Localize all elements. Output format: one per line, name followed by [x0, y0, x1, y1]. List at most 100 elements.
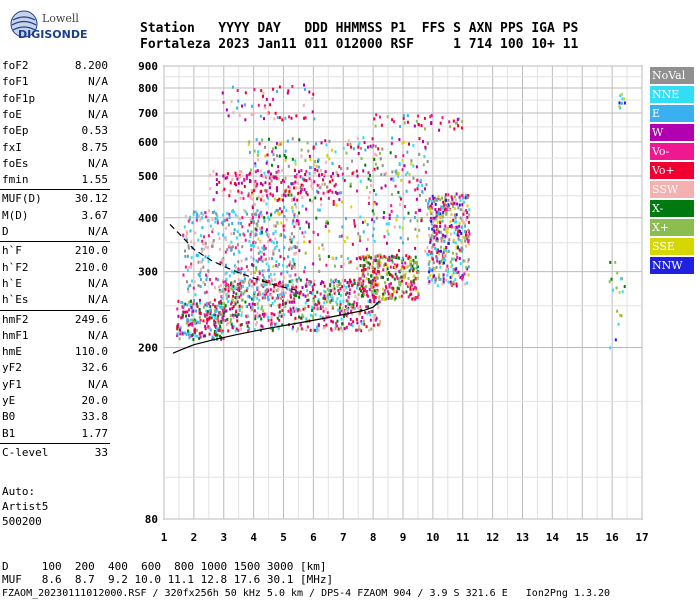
echo-point	[227, 223, 230, 227]
echo-point	[318, 246, 321, 250]
echo-point	[379, 261, 382, 265]
echo-point	[426, 252, 429, 256]
echo-point	[297, 219, 300, 223]
echo-point	[334, 190, 337, 194]
echo-point	[460, 126, 463, 130]
echo-point	[381, 164, 384, 168]
echo-point	[381, 147, 384, 151]
echo-point	[205, 321, 208, 325]
echo-point	[259, 239, 262, 243]
echo-point	[271, 327, 274, 331]
echo-point	[373, 276, 376, 280]
echo-point	[282, 205, 285, 209]
echo-point	[398, 280, 401, 284]
echo-point	[317, 323, 320, 327]
echo-point	[335, 321, 338, 325]
echo-point	[310, 184, 313, 188]
echo-point	[615, 286, 618, 290]
echo-point	[356, 136, 359, 140]
legend-item: Vo+	[650, 162, 694, 179]
echo-point	[339, 300, 342, 304]
echo-point	[191, 333, 194, 337]
echo-point	[289, 240, 292, 244]
echo-point	[419, 178, 422, 182]
echo-point	[266, 289, 269, 293]
echo-point	[413, 275, 416, 279]
echo-point	[231, 222, 234, 226]
echo-point	[451, 197, 454, 201]
echo-point	[242, 292, 245, 296]
echo-point	[282, 198, 285, 202]
echo-point	[466, 204, 469, 208]
echo-point	[362, 274, 365, 278]
echo-point	[459, 208, 462, 212]
echo-point	[268, 279, 271, 283]
echo-point	[397, 175, 400, 179]
echo-point	[457, 228, 460, 232]
x-tick-label: 3	[220, 531, 227, 544]
echo-point	[330, 175, 333, 179]
echo-point	[317, 297, 320, 301]
echo-point	[262, 199, 265, 203]
echo-point	[251, 215, 254, 219]
echo-point	[360, 281, 363, 285]
echo-point	[383, 255, 386, 259]
echo-point	[384, 281, 387, 285]
param-row: h`Es N/A	[2, 292, 108, 308]
echo-point	[616, 309, 619, 313]
echo-point	[235, 236, 238, 240]
echo-point	[349, 142, 352, 146]
echo-point	[406, 237, 409, 241]
echo-point	[290, 116, 293, 120]
echo-point	[325, 160, 328, 164]
echo-point	[356, 189, 359, 193]
echo-point	[272, 252, 275, 256]
echo-point	[387, 258, 390, 262]
echo-point	[412, 144, 415, 148]
echo-point	[336, 324, 339, 328]
echo-point	[404, 261, 407, 265]
echo-point	[254, 314, 257, 318]
echo-point	[375, 316, 378, 320]
echo-point	[445, 246, 448, 250]
echo-point	[359, 255, 362, 259]
echo-point	[335, 300, 338, 304]
echo-point	[454, 216, 457, 220]
echo-point	[333, 287, 336, 291]
echo-point	[392, 290, 395, 294]
echo-point	[396, 214, 399, 218]
echo-point	[278, 116, 281, 120]
echo-point	[295, 186, 298, 190]
echo-point	[457, 270, 460, 274]
echo-point	[202, 213, 205, 217]
echo-point	[250, 220, 253, 224]
echo-point	[291, 209, 294, 213]
param-key: h`E	[2, 276, 22, 290]
echo-point	[205, 301, 208, 305]
echo-point	[454, 228, 457, 232]
echo-point	[306, 141, 309, 145]
echo-point	[327, 190, 330, 194]
echo-point	[304, 301, 307, 305]
echo-point	[316, 303, 319, 307]
echo-point	[313, 279, 316, 283]
echo-point	[219, 329, 222, 333]
echo-point	[236, 177, 239, 181]
echo-point	[234, 296, 237, 300]
echo-point	[229, 307, 232, 311]
echo-point	[317, 233, 320, 237]
echo-point	[244, 238, 247, 242]
echo-point	[247, 295, 250, 299]
echo-point	[373, 318, 376, 322]
echo-point	[303, 270, 306, 274]
echo-point	[384, 262, 387, 266]
echo-point	[327, 296, 330, 300]
echo-point	[202, 280, 205, 284]
echo-point	[313, 117, 316, 121]
echo-point	[263, 171, 266, 175]
echo-point	[367, 255, 370, 259]
echo-point	[213, 332, 216, 336]
echo-point	[263, 216, 266, 220]
echo-point	[256, 158, 259, 162]
echo-point	[278, 303, 281, 307]
